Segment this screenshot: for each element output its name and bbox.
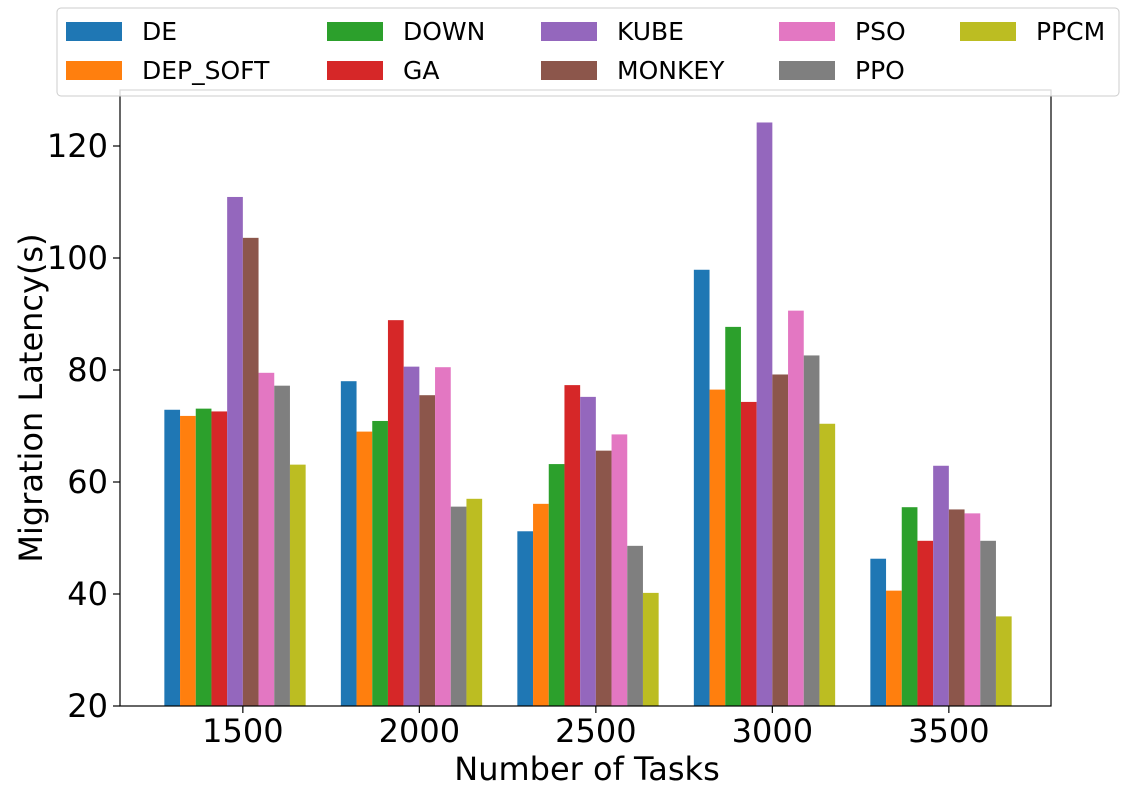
legend-label-ppcm: PPCM: [1036, 17, 1105, 46]
x-tick-label: 3500: [908, 712, 989, 750]
bar-kube-2500: [580, 396, 596, 706]
legend-swatch-ga: [327, 61, 383, 80]
x-tick-label: 3000: [732, 712, 813, 750]
bar-ppo-3500: [980, 540, 996, 706]
bar-kube-1500: [227, 196, 243, 706]
y-tick-label: 40: [67, 575, 108, 613]
bars-group: [164, 122, 1012, 707]
x-tick-label: 2000: [379, 712, 460, 750]
bar-kube-3500: [933, 465, 949, 706]
bar-ppcm-2500: [642, 592, 659, 706]
bar-monkey-1500: [242, 237, 259, 706]
bar-de-2500: [517, 531, 534, 706]
bar-ga-3500: [917, 540, 934, 706]
bar-dep-soft-2000: [356, 431, 373, 706]
bar-de-2000: [340, 381, 357, 706]
bar-ppcm-2000: [466, 498, 483, 706]
legend-swatch-ppcm: [960, 22, 1016, 41]
bar-de-3500: [870, 558, 887, 706]
bar-down-2500: [548, 464, 565, 706]
bar-ga-2000: [387, 320, 404, 706]
x-tick-label: 1500: [202, 712, 283, 750]
legend-label-down: DOWN: [403, 17, 485, 46]
x-axis-title: Number of Tasks: [454, 750, 719, 788]
legend-label-dep-soft: DEP_SOFT: [142, 56, 270, 85]
bar-ppcm-3000: [819, 423, 836, 706]
legend-swatch-pso: [779, 22, 835, 41]
bar-dep-soft-2500: [533, 503, 549, 706]
bar-down-1500: [195, 408, 212, 706]
bar-down-3500: [901, 507, 918, 706]
bar-pso-2500: [611, 434, 628, 706]
y-tick-label: 100: [47, 239, 108, 277]
legend-label-monkey: MONKEY: [617, 56, 725, 85]
y-axis: 20 40 60 80 100 120: [47, 127, 120, 725]
legend: DE DEP_SOFT DOWN GA KUBE MONKEY PSO PPO PPCM: [56, 7, 1120, 97]
bar-dep-soft-3000: [709, 389, 726, 706]
bar-dep-soft-3500: [886, 590, 902, 706]
legend-label-ppo: PPO: [855, 56, 905, 85]
bar-monkey-3500: [948, 509, 965, 706]
bar-ga-3000: [740, 401, 757, 706]
y-tick-label: 120: [47, 127, 108, 165]
bar-kube-2000: [403, 366, 420, 706]
legend-label-de: DE: [142, 17, 177, 46]
bar-monkey-3000: [772, 374, 789, 706]
bar-ppo-2000: [450, 506, 467, 706]
bar-ga-1500: [211, 411, 228, 706]
bar-ppcm-3500: [995, 616, 1012, 706]
bar-monkey-2000: [419, 395, 436, 706]
bar-de-3000: [693, 269, 710, 706]
legend-label-pso: PSO: [855, 17, 906, 46]
bar-pso-3000: [788, 310, 804, 706]
bar-kube-3000: [756, 122, 773, 707]
bar-down-2000: [372, 420, 388, 706]
bar-ppcm-1500: [289, 464, 306, 706]
bar-ppo-2500: [627, 545, 643, 706]
y-axis-title: Migration Latency(s): [12, 233, 50, 562]
x-tick-label: 2500: [555, 712, 636, 750]
bar-ga-2500: [564, 385, 581, 706]
legend-frame: [56, 7, 1120, 97]
legend-swatch-kube: [541, 22, 597, 41]
legend-swatch-down: [327, 22, 383, 41]
legend-swatch-ppo: [779, 61, 835, 80]
legend-swatch-monkey: [541, 61, 597, 80]
y-tick-label: 80: [67, 351, 108, 389]
legend-label-kube: KUBE: [617, 17, 684, 46]
bar-pso-3500: [964, 513, 981, 706]
y-tick-label: 60: [67, 463, 108, 501]
bar-dep-soft-1500: [180, 415, 196, 706]
bar-de-1500: [164, 409, 181, 706]
legend-swatch-dep-soft: [66, 61, 122, 80]
legend-swatch-de: [66, 22, 122, 41]
legend-label-ga: GA: [403, 56, 439, 85]
bar-down-3000: [725, 326, 741, 706]
bar-pso-1500: [258, 372, 275, 706]
y-tick-label: 20: [67, 687, 108, 725]
x-axis: 1500 2000 2500 3000 3500: [202, 706, 990, 750]
bar-monkey-2500: [595, 450, 612, 706]
bar-pso-2000: [435, 367, 451, 706]
bar-ppo-1500: [274, 385, 290, 706]
bar-ppo-3000: [803, 355, 820, 706]
